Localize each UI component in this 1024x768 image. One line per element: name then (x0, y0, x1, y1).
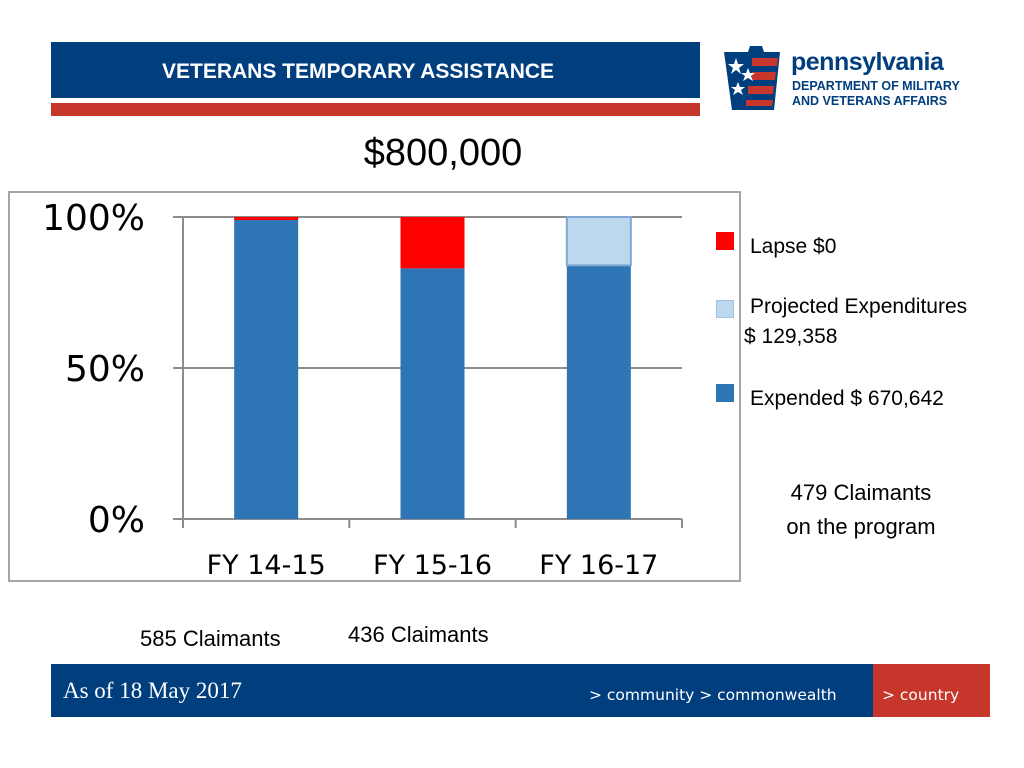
bar-expended-fy-15-16 (400, 268, 465, 519)
chart-frame: 0% 50% 100% FY 14-15 FY 15-16 FY 16-17 (8, 191, 741, 582)
legend-label-lapse: Lapse $0 (750, 235, 837, 258)
logo-department-line2: AND VETERANS AFFAIRS (792, 94, 948, 108)
current-claimants-line2: on the program (786, 514, 936, 539)
claimants-fy1415: 585 Claimants (140, 626, 281, 651)
legend-swatch-projected (716, 300, 734, 318)
header-bar: VETERANS TEMPORARY ASSISTANCE (51, 42, 700, 98)
x-tick-label: FY 16-17 (539, 550, 658, 580)
bar-expended-fy-14-15 (234, 220, 299, 519)
footer-country-block: > country (873, 664, 990, 717)
footer-bar: As of 18 May 2017 > community > commonwe… (51, 664, 990, 717)
footer-country: > country (882, 686, 960, 704)
budget-total: $800,000 (363, 132, 523, 174)
legend-swatch-expended (716, 384, 734, 402)
logo-department-line1: DEPARTMENT OF MILITARY (792, 79, 960, 93)
y-tick-label: 0% (88, 500, 145, 541)
legend-label-expended: Expended $ 670,642 (750, 387, 944, 410)
x-tick-label: FY 15-16 (373, 550, 492, 580)
y-tick-label: 50% (65, 349, 145, 390)
bar-expended-fy-16-17 (566, 265, 631, 519)
current-claimants-line1: 479 Claimants (790, 480, 932, 505)
keystone-flag-icon (724, 46, 780, 110)
footer-tagline: > community > commonwealth (589, 686, 837, 704)
bar-lapse-fy-14-15 (234, 217, 299, 221)
bar-projected-expenditures-fy-16-17 (565, 216, 632, 267)
legend-label-projected-amount: $ 129,358 (744, 325, 838, 348)
legend-swatch-lapse (716, 232, 734, 250)
claimants-fy1516: 436 Claimants (348, 622, 489, 647)
header-accent-rule (51, 103, 700, 116)
stacked-bar-chart: 0% 50% 100% FY 14-15 FY 15-16 FY 16-17 (42, 198, 683, 580)
slide-title: VETERANS TEMPORARY ASSISTANCE (162, 60, 555, 83)
y-tick-label: 100% (42, 198, 145, 239)
legend-label-projected: Projected Expenditures (750, 295, 968, 318)
logo-department: DEPARTMENT OF MILITARY AND VETERANS AFFA… (792, 79, 992, 109)
bar-lapse-fy-15-16 (400, 217, 465, 269)
footer-date: As of 18 May 2017 (63, 678, 242, 703)
pa-dmva-logo: pennsylvania DEPARTMENT OF MILITARY AND … (718, 44, 988, 116)
x-tick-label: FY 14-15 (207, 550, 326, 580)
current-claimants-note: 479 Claimants on the program (760, 476, 962, 544)
logo-wordmark: pennsylvania (791, 48, 944, 76)
